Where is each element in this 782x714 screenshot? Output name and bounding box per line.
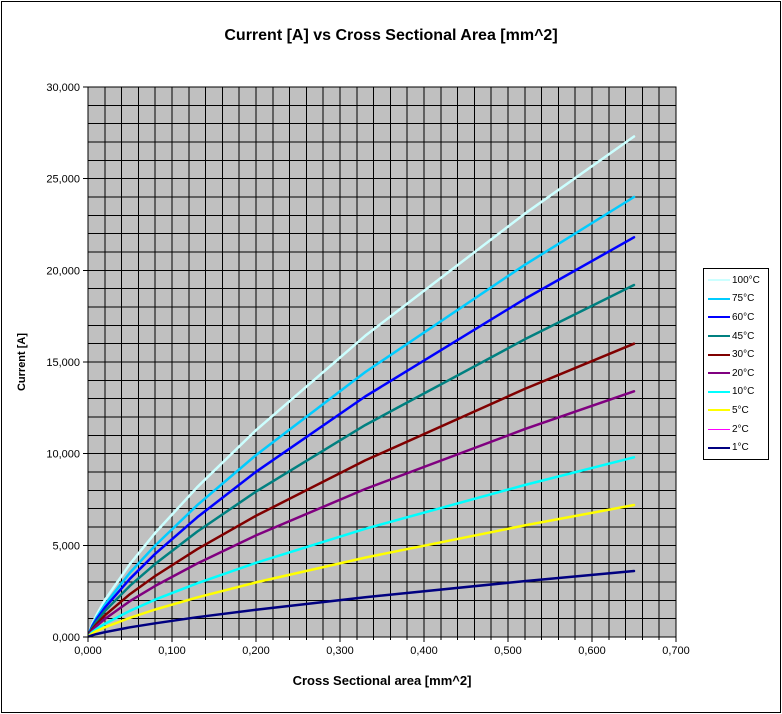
legend-label: 30°C: [732, 349, 755, 361]
x-axis-title: Cross Sectional area [mm^2]: [292, 673, 472, 688]
legend-swatch-line: [708, 428, 730, 430]
y-tick-label: 15,000: [46, 357, 80, 369]
x-tick-label: 0,400: [410, 645, 438, 657]
x-tick-label: 0,200: [242, 645, 270, 657]
legend-swatch-line: [708, 316, 730, 319]
legend-item-60c[interactable]: 60°C: [708, 308, 768, 326]
y-tick-label: 25,000: [46, 174, 80, 186]
y-tick-label: 20,000: [46, 265, 80, 277]
legend-label: 20°C: [732, 367, 755, 379]
legend-item-10c[interactable]: 10°C: [708, 383, 768, 401]
x-tick-label: 0,700: [662, 645, 690, 657]
legend[interactable]: 100°C 75°C 60°C 45°C 30°C 20°C 10°C 5°C 2°C 1°C: [703, 268, 769, 460]
series-line-5c[interactable]: [87, 503, 636, 638]
x-tick-label: 0,000: [74, 645, 102, 657]
y-axis-title: Current [A]: [16, 332, 28, 392]
legend-item-5c[interactable]: 5°C: [708, 401, 768, 419]
x-tick-label: 0,500: [494, 645, 522, 657]
legend-label: 100°C: [732, 274, 760, 286]
legend-item-75c[interactable]: 75°C: [708, 290, 768, 308]
legend-item-30c[interactable]: 30°C: [708, 346, 768, 364]
legend-swatch-line: [708, 297, 730, 300]
legend-item-2c[interactable]: 2°C: [708, 420, 768, 438]
legend-swatch-line: [708, 446, 730, 449]
legend-label: 60°C: [732, 311, 755, 323]
legend-label: 2°C: [732, 423, 749, 435]
legend-swatch-line: [708, 409, 730, 412]
legend-item-45c[interactable]: 45°C: [708, 327, 768, 345]
y-tick-label: 0,000: [52, 632, 80, 644]
legend-swatch-line: [708, 353, 730, 356]
legend-label: 10°C: [732, 386, 755, 398]
x-tick-label: 0,600: [578, 645, 606, 657]
legend-item-1c[interactable]: 1°C: [708, 439, 768, 457]
y-tick-label: 30,000: [46, 82, 80, 94]
legend-label: 5°C: [732, 404, 749, 416]
legend-item-20c[interactable]: 20°C: [708, 364, 768, 382]
legend-swatch-line: [708, 390, 730, 393]
y-tick-label: 10,000: [46, 449, 80, 461]
legend-swatch-line: [708, 372, 730, 375]
x-tick-label: 0,300: [326, 645, 354, 657]
legend-label: 1°C: [732, 442, 749, 454]
series-line-1c[interactable]: [87, 569, 636, 638]
legend-item-100c[interactable]: 100°C: [708, 271, 768, 289]
series-line-20c[interactable]: [87, 390, 636, 637]
x-tick-label: 0,100: [158, 645, 186, 657]
y-tick-label: 5,000: [52, 540, 80, 552]
series-line-10c[interactable]: [87, 456, 636, 637]
legend-label: 75°C: [732, 293, 755, 305]
legend-label: 45°C: [732, 330, 755, 342]
chart-title: Current [A] vs Cross Sectional Area [mm^…: [224, 27, 558, 44]
legend-swatch-line: [708, 279, 730, 282]
series-line-45c[interactable]: [87, 283, 636, 636]
legend-swatch-line: [708, 335, 730, 338]
